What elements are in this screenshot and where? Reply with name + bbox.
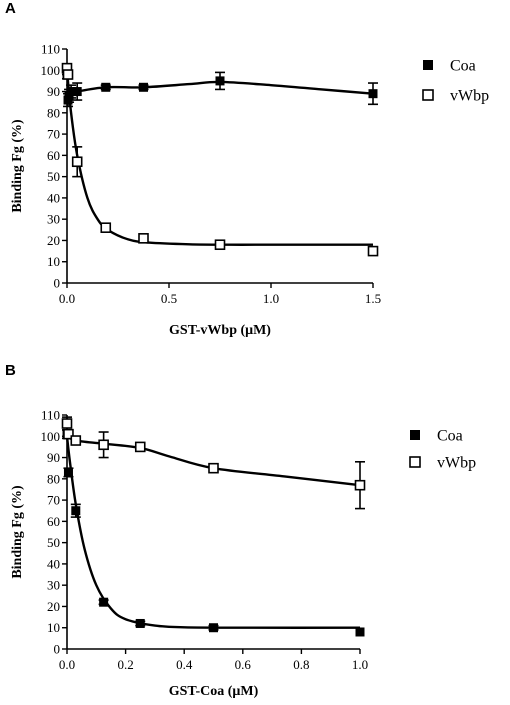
legend-marker bbox=[422, 89, 434, 101]
data-point bbox=[63, 467, 73, 477]
fit-curve bbox=[65, 70, 373, 246]
y-tick-label: 0 bbox=[54, 276, 61, 291]
x-tick-label: 0.0 bbox=[59, 291, 75, 306]
legend-item-vwbp: vWbp bbox=[422, 88, 489, 105]
data-point bbox=[215, 76, 225, 86]
x-tick-label: 1.5 bbox=[365, 291, 381, 306]
data-point bbox=[72, 87, 82, 97]
y-tick-label: 30 bbox=[47, 212, 60, 227]
y-tick-label: 110 bbox=[41, 42, 60, 57]
y-tick-label: 110 bbox=[41, 408, 60, 423]
data-point bbox=[101, 82, 111, 92]
y-tick-label: 50 bbox=[47, 535, 60, 550]
y-tick-label: 70 bbox=[47, 127, 60, 142]
legend-label: vWbp bbox=[437, 455, 476, 472]
y-tick-label: 100 bbox=[41, 429, 61, 444]
data-point bbox=[355, 627, 365, 637]
data-point bbox=[99, 597, 109, 607]
y-tick-label: 40 bbox=[47, 190, 60, 205]
data-point bbox=[134, 441, 146, 453]
x-tick-label: 0.5 bbox=[161, 291, 177, 306]
legend-label: vWbp bbox=[450, 88, 489, 105]
legend-marker bbox=[410, 430, 420, 440]
x-axis-title: GST-Coa (μM) bbox=[169, 684, 259, 699]
data-point bbox=[209, 623, 218, 633]
series-vwbp bbox=[61, 62, 379, 257]
data-point bbox=[71, 506, 81, 516]
y-tick-label: 10 bbox=[47, 254, 60, 269]
y-tick-label: 70 bbox=[47, 493, 60, 508]
data-point bbox=[208, 462, 219, 474]
data-point bbox=[98, 439, 109, 451]
panel-letter: A bbox=[5, 0, 16, 17]
panel-letter: B bbox=[5, 362, 16, 379]
y-tick-label: 60 bbox=[47, 514, 60, 529]
data-point bbox=[367, 245, 379, 257]
x-tick-label: 0.8 bbox=[293, 657, 309, 672]
data-point bbox=[138, 233, 149, 244]
legend-item-coa: Coa bbox=[423, 58, 476, 75]
x-tick-label: 1.0 bbox=[263, 291, 279, 306]
legend-label: Coa bbox=[450, 58, 476, 75]
data-point bbox=[70, 435, 82, 446]
y-tick-label: 20 bbox=[47, 233, 60, 248]
series-coa bbox=[62, 65, 378, 108]
y-tick-label: 90 bbox=[47, 450, 60, 465]
series-vwbp bbox=[61, 416, 366, 510]
x-tick-label: 0.6 bbox=[235, 657, 252, 672]
y-tick-label: 10 bbox=[47, 620, 60, 635]
x-axis-title: GST-vWbp (μM) bbox=[169, 323, 271, 338]
fit-curve bbox=[66, 435, 361, 487]
x-tick-label: 0.4 bbox=[176, 657, 193, 672]
legend-label: Coa bbox=[437, 428, 463, 445]
legend-item-vwbp: vWbp bbox=[409, 455, 476, 472]
y-tick-label: 60 bbox=[47, 148, 60, 163]
data-point bbox=[100, 222, 112, 233]
y-axis-title: Binding Fg (%) bbox=[10, 485, 25, 579]
legend-marker bbox=[423, 60, 433, 70]
y-tick-label: 20 bbox=[47, 599, 60, 614]
data-point bbox=[368, 89, 378, 99]
legend-item-coa: Coa bbox=[410, 428, 463, 445]
y-tick-label: 50 bbox=[47, 169, 60, 184]
data-point bbox=[354, 479, 366, 491]
x-tick-label: 0.0 bbox=[59, 657, 75, 672]
y-tick-label: 30 bbox=[47, 578, 60, 593]
data-point bbox=[71, 156, 83, 168]
data-point bbox=[62, 69, 74, 80]
legend-marker bbox=[409, 456, 421, 468]
data-point bbox=[61, 418, 73, 429]
y-tick-label: 80 bbox=[47, 471, 60, 486]
data-point bbox=[139, 82, 148, 92]
data-point bbox=[135, 618, 145, 628]
y-axis-title: Binding Fg (%) bbox=[10, 119, 25, 213]
y-tick-label: 100 bbox=[41, 63, 61, 78]
data-point bbox=[66, 87, 76, 97]
data-point bbox=[63, 428, 74, 440]
y-tick-label: 80 bbox=[47, 105, 60, 120]
x-tick-label: 1.0 bbox=[352, 657, 368, 672]
x-tick-label: 0.2 bbox=[117, 657, 133, 672]
panel-a: A 0 10 20 30 40 50 60 70 80 90 100 110 0.0 0.5 1.0 1.5 GS… bbox=[5, 0, 489, 338]
y-tick-label: 40 bbox=[47, 556, 60, 571]
y-tick-label: 90 bbox=[47, 84, 60, 99]
data-point bbox=[214, 239, 226, 251]
panel-b: B 0 10 20 30 40 50 60 70 80 90 100 110 0.0 0.2 0.4 0.6 0.… bbox=[5, 362, 476, 699]
y-tick-label: 0 bbox=[54, 642, 61, 657]
series-coa bbox=[62, 429, 365, 637]
